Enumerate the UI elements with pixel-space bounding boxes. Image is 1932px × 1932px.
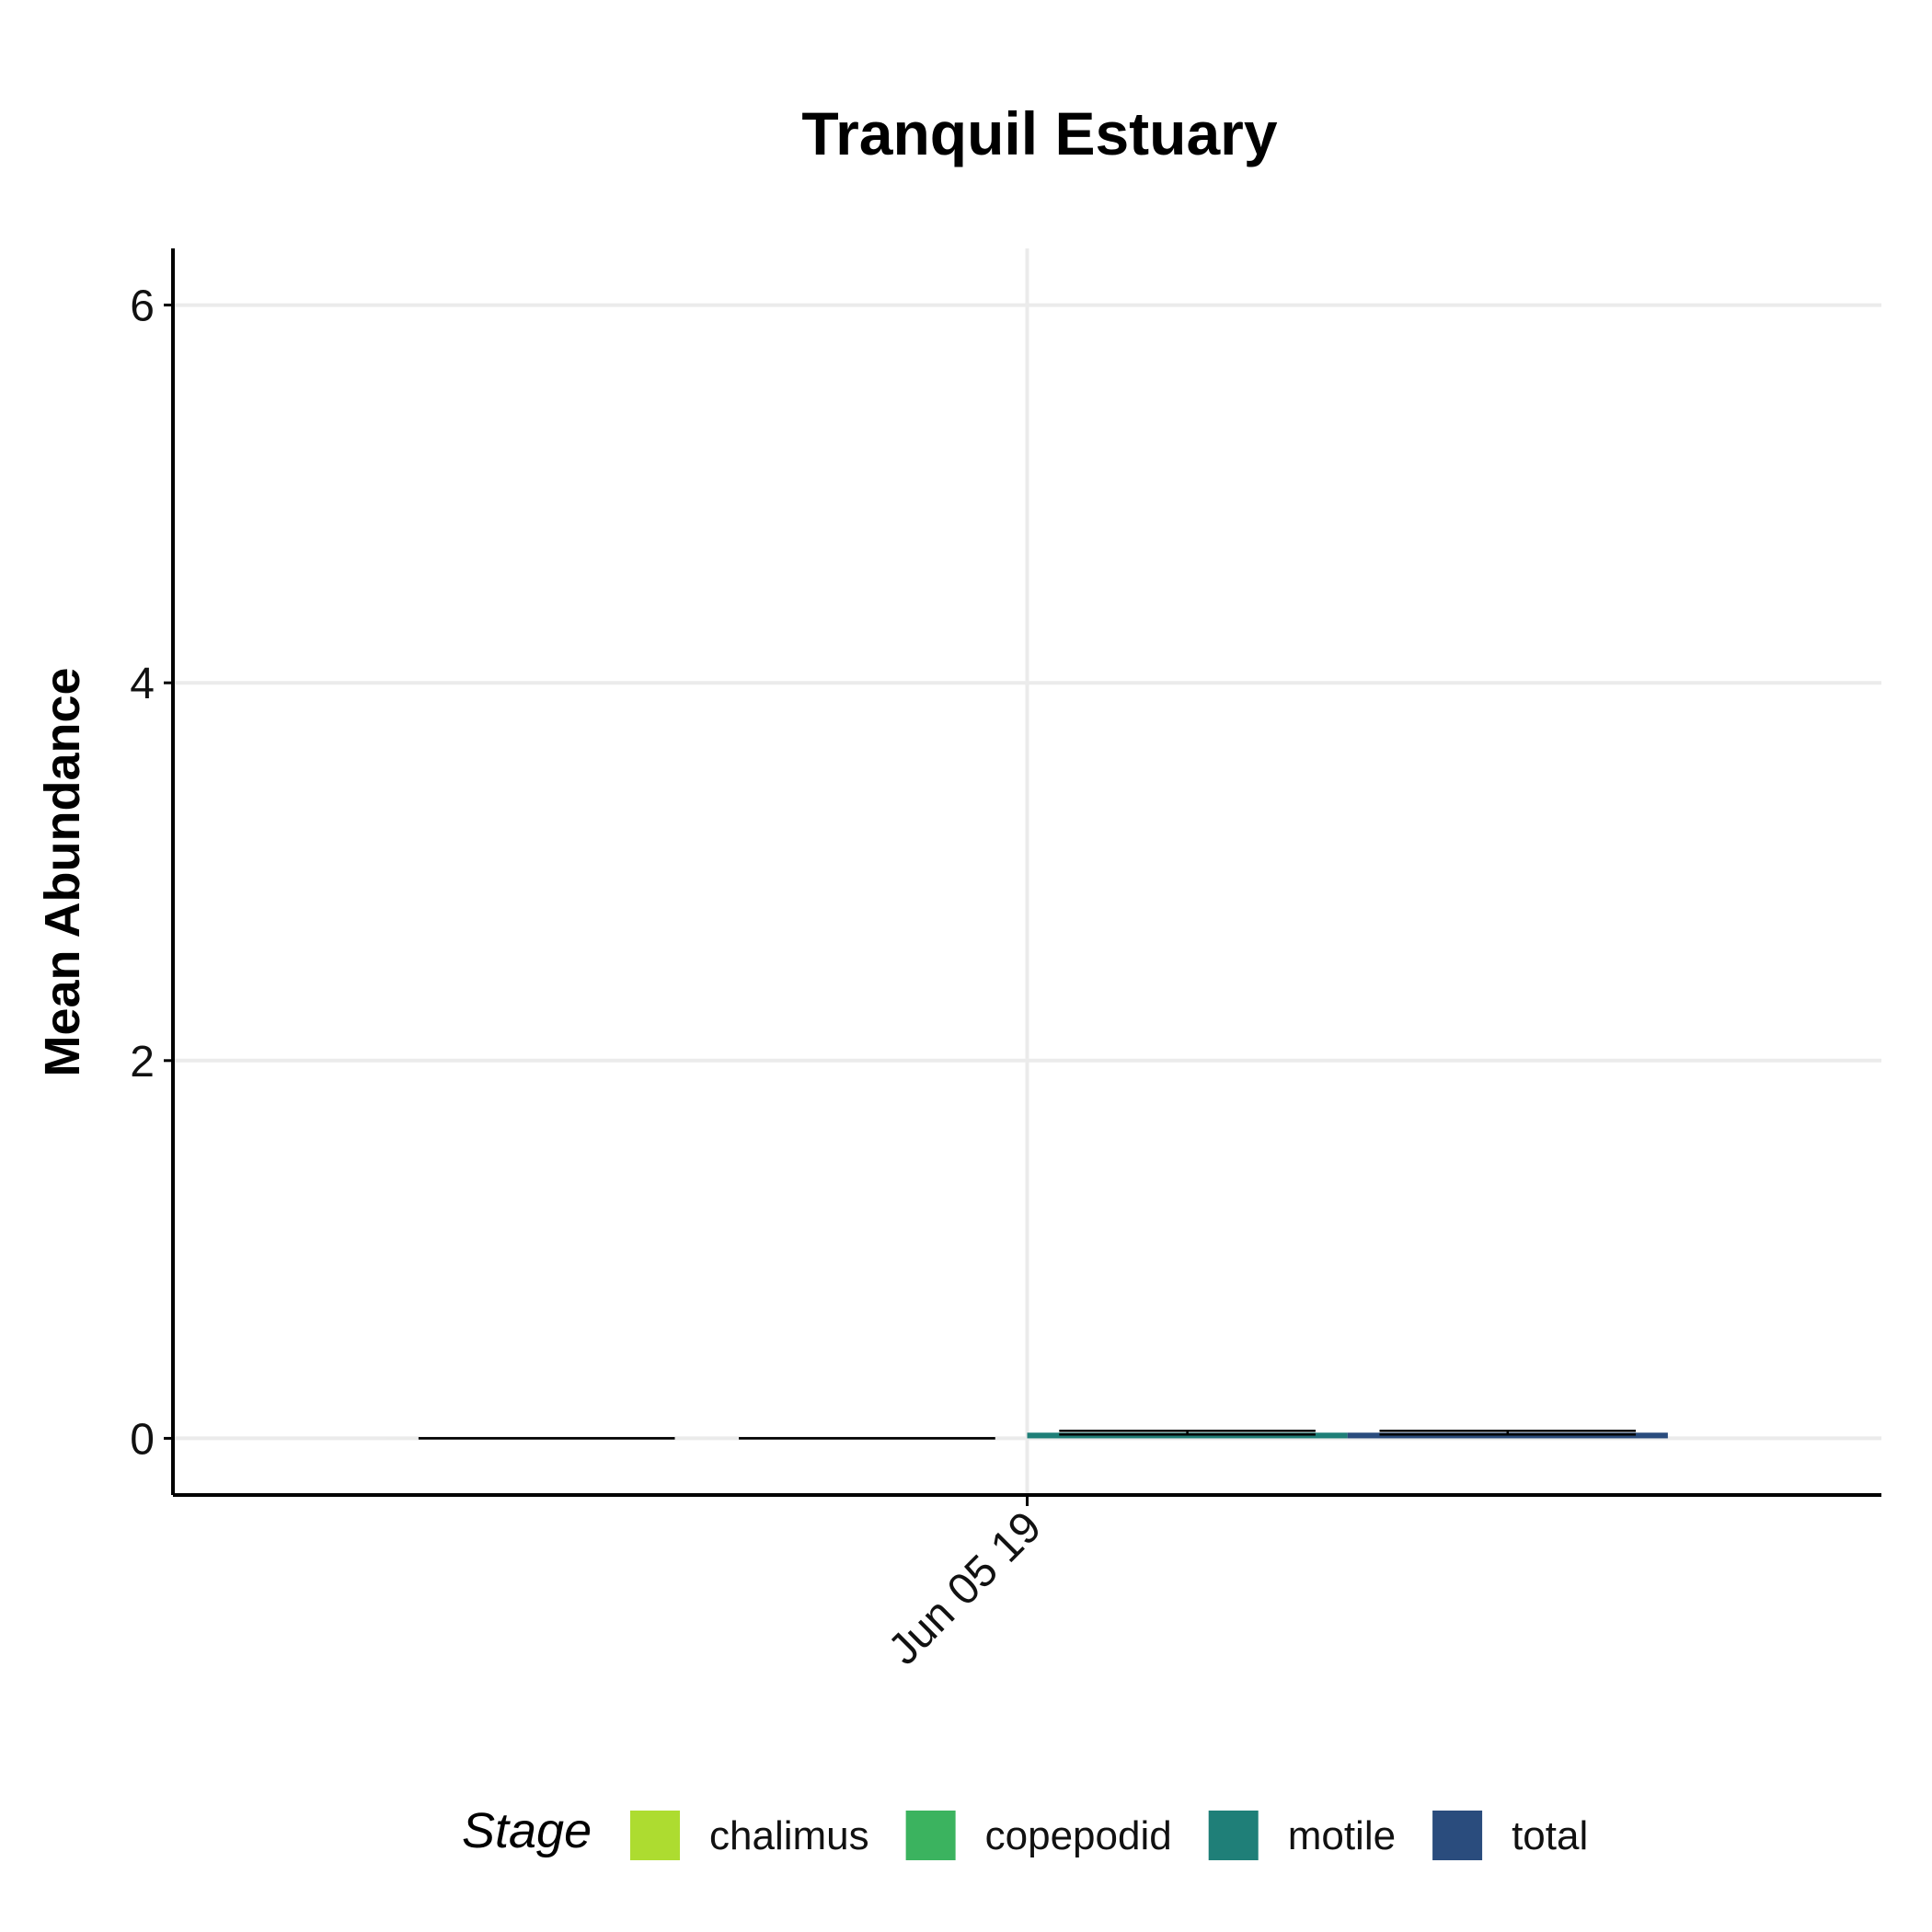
legend-items: chalimus copepodid motile total [630,1811,1588,1860]
y-tick-label: 4 [130,660,155,708]
legend-label-copepodid: copepodid [985,1813,1172,1858]
legend-key-copepodid [905,1811,956,1860]
bars-group [386,1429,1668,1440]
legend-key-total [1432,1811,1483,1860]
legend-label-chalimus: chalimus [709,1813,869,1858]
y-tick-label: 0 [130,1415,155,1464]
chart-title: Tranquil Estuary [801,99,1277,167]
y-axis-label: Mean Abundance [35,667,90,1076]
y-tick-label: 6 [130,282,155,331]
legend-label-total: total [1512,1813,1588,1858]
error-bar-motile [1059,1429,1316,1436]
legend: Stage chalimus copepodid motile total [462,1803,1588,1860]
legend-title: Stage [462,1803,592,1858]
x-axis-ticks: Jun 05 19 [880,1495,1052,1674]
legend-key-chalimus [630,1811,680,1860]
grid-lines [173,248,1881,1495]
error-bar-total [1379,1429,1637,1436]
legend-key-motile [1208,1811,1259,1860]
x-tick-label: Jun 05 19 [880,1502,1052,1674]
y-axis-ticks: 0 2 4 6 [130,282,173,1464]
y-tick-label: 2 [130,1038,155,1087]
legend-label-motile: motile [1288,1813,1396,1858]
